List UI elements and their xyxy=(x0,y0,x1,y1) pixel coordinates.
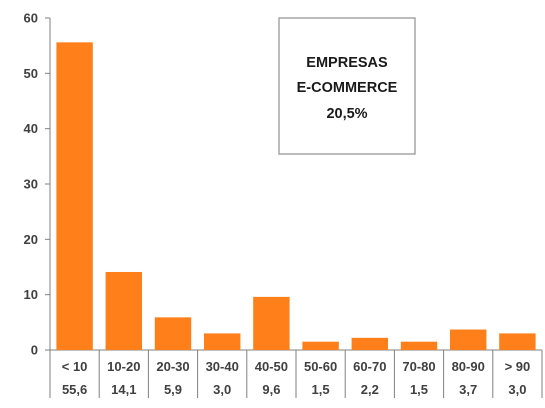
category-label: 40-50 xyxy=(255,359,288,374)
category-label: 50-60 xyxy=(304,359,337,374)
y-tick-label: 20 xyxy=(24,232,38,247)
value-label: 9,6 xyxy=(262,382,280,397)
bar xyxy=(449,329,487,350)
category-label: 30-40 xyxy=(206,359,239,374)
annotation-line-2: E-COMMERCE xyxy=(297,80,398,96)
bar xyxy=(499,333,536,350)
bar xyxy=(203,333,241,350)
value-label: 1,5 xyxy=(312,382,330,397)
bar xyxy=(56,42,93,350)
bar xyxy=(253,296,290,350)
category-label: 10-20 xyxy=(107,359,140,374)
y-tick-label: 60 xyxy=(24,11,38,26)
bar xyxy=(302,341,339,350)
bar xyxy=(154,317,192,350)
bar xyxy=(105,271,143,350)
y-tick-label: 50 xyxy=(24,66,38,81)
bars-group xyxy=(56,42,536,350)
annotation-box: EMPRESAS E-COMMERCE 20,5% xyxy=(278,17,416,155)
value-label: 3,0 xyxy=(508,382,526,397)
y-tick-label: 30 xyxy=(24,177,38,192)
bar xyxy=(400,341,438,350)
value-label: 5,9 xyxy=(164,382,182,397)
annotation-box-frame xyxy=(278,17,416,155)
value-label: 14,1 xyxy=(111,382,136,397)
category-label: > 90 xyxy=(505,359,531,374)
annotation-line-3: 20,5% xyxy=(326,106,367,122)
y-tick-label: 10 xyxy=(24,287,38,302)
value-label: 3,7 xyxy=(459,382,477,397)
labels-group: < 10 55,6 10-20 14,1 20-30 5,9 30-40 3,0 40-50 9,… xyxy=(62,359,530,397)
category-label: 70-80 xyxy=(402,359,435,374)
value-label: 55,6 xyxy=(62,382,87,397)
annotation-line-1: EMPRESAS xyxy=(306,55,388,71)
value-label: 2,2 xyxy=(361,382,379,397)
bar xyxy=(351,337,389,350)
category-label: 20-30 xyxy=(156,359,189,374)
y-tick-label: 0 xyxy=(31,343,38,358)
category-label: 60-70 xyxy=(353,359,386,374)
value-label: 1,5 xyxy=(410,382,428,397)
category-label: 80-90 xyxy=(452,359,485,374)
value-label: 3,0 xyxy=(213,382,231,397)
category-label: < 10 xyxy=(62,359,88,374)
y-tick-label: 40 xyxy=(24,121,38,136)
